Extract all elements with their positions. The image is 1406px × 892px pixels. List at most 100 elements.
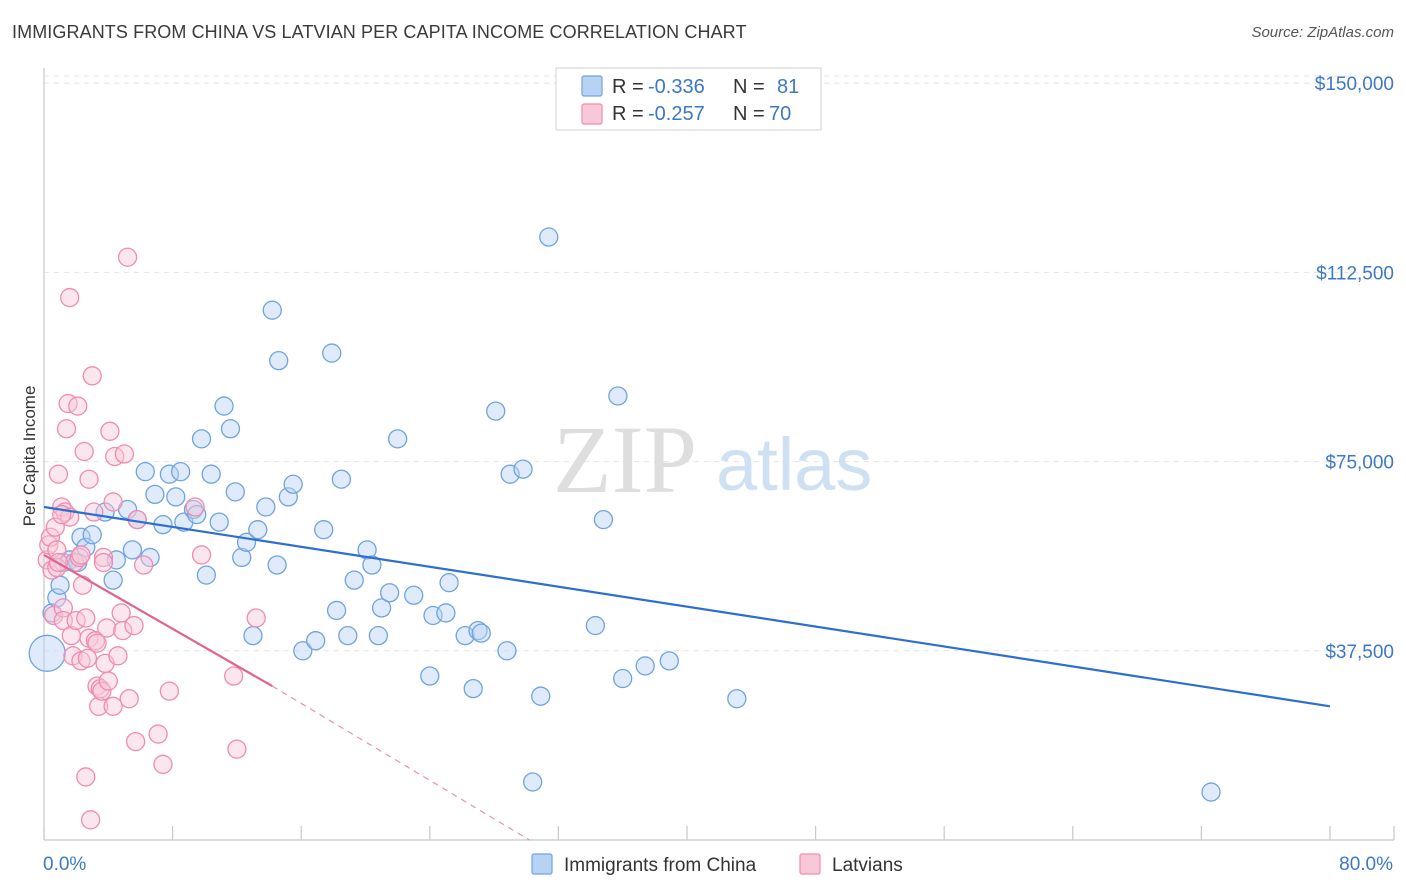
y-axis-label: Per Capita Income bbox=[20, 386, 39, 527]
y-tick-label: $150,000 bbox=[1315, 74, 1394, 95]
china-point bbox=[243, 625, 263, 646]
y-tick-label: $37,500 bbox=[1325, 642, 1394, 663]
latvians-point bbox=[185, 497, 205, 517]
latvians-point bbox=[103, 492, 123, 512]
latvians-point bbox=[114, 444, 135, 464]
china-point bbox=[262, 300, 282, 320]
china-point bbox=[344, 570, 364, 590]
latvians-point bbox=[224, 666, 244, 686]
china-point bbox=[196, 565, 217, 585]
bottom-legend-label-china: Immigrants from China bbox=[564, 855, 757, 876]
latvians-point bbox=[108, 646, 128, 666]
china-point bbox=[293, 641, 313, 661]
legend: R = -0.336 N = 81 R = -0.257 N = 70 bbox=[555, 67, 822, 131]
china-point bbox=[191, 429, 212, 449]
china-point bbox=[214, 396, 234, 416]
legend-swatch-latvians bbox=[581, 103, 603, 125]
latvians-point bbox=[82, 366, 102, 386]
china-trend-line bbox=[43, 505, 1331, 708]
axes bbox=[43, 68, 1395, 841]
china-point bbox=[439, 573, 459, 593]
latvians-point bbox=[68, 396, 88, 416]
latvians-point bbox=[113, 620, 133, 641]
latvians-point bbox=[71, 545, 91, 565]
latvians-point bbox=[45, 517, 65, 537]
legend-r-label-china: R = bbox=[612, 76, 644, 98]
china-point bbox=[635, 656, 655, 676]
china-point bbox=[379, 583, 400, 603]
china-point bbox=[362, 555, 382, 575]
latvians-point bbox=[80, 810, 101, 830]
china-point bbox=[145, 484, 165, 505]
china-point bbox=[269, 351, 289, 371]
china-point bbox=[220, 419, 241, 439]
china-point bbox=[122, 540, 143, 560]
china-point bbox=[357, 540, 377, 560]
latvians-point bbox=[84, 502, 104, 522]
china-point bbox=[187, 504, 207, 525]
y-tick-label: $112,500 bbox=[1316, 263, 1394, 284]
china-point bbox=[1201, 782, 1221, 802]
latvians-point bbox=[124, 615, 144, 636]
latvians-point bbox=[60, 287, 80, 308]
latvians-point bbox=[117, 247, 138, 267]
latvians-point bbox=[191, 545, 212, 565]
china-point bbox=[306, 631, 326, 651]
latvians-point bbox=[56, 419, 77, 439]
china-point bbox=[659, 651, 679, 671]
legend-n-value-china: 81 bbox=[777, 76, 799, 98]
latvians-trend-extension bbox=[271, 685, 530, 841]
x-tick-labels: 0.0% 80.0% bbox=[43, 854, 1393, 875]
china-point bbox=[613, 668, 633, 689]
china-point bbox=[338, 625, 358, 646]
china-point bbox=[283, 474, 303, 494]
china-point bbox=[166, 487, 186, 507]
china-point bbox=[201, 464, 221, 484]
china-point bbox=[278, 487, 298, 507]
latvians-trend-line bbox=[43, 553, 273, 688]
bottom-legend-label-latvians: Latvians bbox=[832, 855, 903, 876]
chart-title: IMMIGRANTS FROM CHINA VS LATVIAN PER CAP… bbox=[12, 22, 747, 42]
china-point bbox=[256, 497, 276, 517]
latvians-point bbox=[76, 608, 96, 628]
china-point bbox=[585, 615, 606, 636]
watermark-zip: ZIP bbox=[553, 406, 697, 513]
china-point bbox=[593, 509, 614, 530]
watermark: ZIP atlas bbox=[553, 406, 872, 513]
x-tick-label-min: 0.0% bbox=[43, 854, 86, 875]
y-tick-labels: $37,500 $75,000 $112,500 $150,000 bbox=[1315, 74, 1394, 663]
latvians-point bbox=[93, 547, 114, 568]
latvians-point bbox=[153, 754, 173, 774]
china-point bbox=[368, 625, 389, 646]
latvians-point bbox=[87, 633, 107, 653]
legend-n-label-china: N = bbox=[733, 76, 765, 98]
latvians-point bbox=[227, 739, 247, 759]
china-point bbox=[82, 525, 102, 545]
latvians-point bbox=[48, 464, 69, 484]
latvians-point bbox=[76, 767, 96, 787]
latvians-point bbox=[119, 689, 139, 709]
china-point bbox=[420, 666, 440, 686]
latvians-point bbox=[77, 648, 98, 669]
latvians-point bbox=[92, 681, 112, 701]
china-point bbox=[539, 227, 559, 247]
china-point bbox=[727, 689, 747, 709]
legend-r-label-latvians: R = bbox=[612, 103, 644, 125]
china-point bbox=[135, 462, 155, 482]
legend-n-label-latvians: N = bbox=[733, 103, 765, 125]
latvians-point bbox=[72, 575, 93, 595]
bottom-legend-swatch-china bbox=[531, 853, 553, 875]
legend-r-value-latvians: -0.257 bbox=[648, 103, 705, 125]
latvians-point bbox=[74, 441, 94, 462]
china-point bbox=[331, 469, 352, 489]
watermark-atlas: atlas bbox=[716, 423, 872, 506]
china-point bbox=[404, 585, 424, 605]
latvians-point bbox=[125, 731, 146, 752]
source-label: Source: ZipAtlas.com bbox=[1251, 24, 1394, 41]
china-point bbox=[209, 512, 229, 532]
latvians-point bbox=[246, 608, 266, 628]
latvians-point bbox=[103, 696, 123, 716]
china-point bbox=[225, 482, 245, 502]
china-point bbox=[140, 547, 160, 568]
china-point bbox=[326, 600, 347, 621]
